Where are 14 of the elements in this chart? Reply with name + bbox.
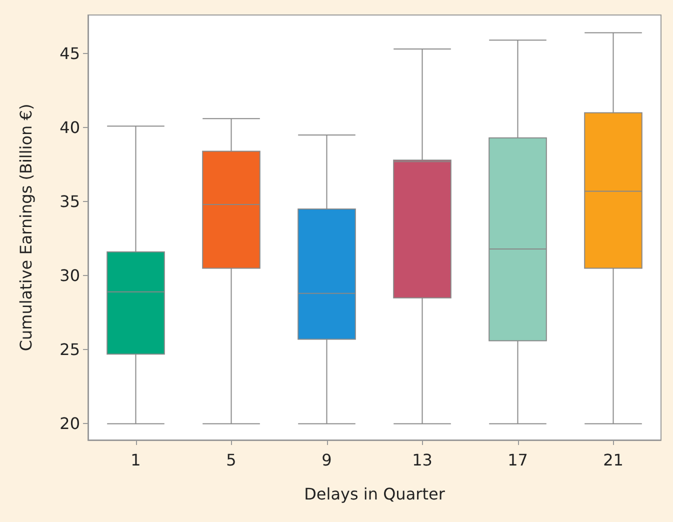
x-tick-label: 21 (603, 450, 624, 470)
y-tick-label: 30 (60, 266, 80, 286)
y-tick-label: 45 (60, 44, 80, 63)
x-tick-label: 9 (322, 450, 332, 470)
x-tick-label: 13 (412, 450, 432, 470)
y-tick-label: 35 (60, 192, 80, 212)
y-tick-label: 25 (60, 340, 80, 360)
x-axis-title: Delays in Quarter (304, 484, 446, 504)
x-tick-label: 17 (508, 450, 528, 470)
x-tick-label: 5 (226, 450, 236, 470)
y-tick-label: 40 (60, 118, 80, 138)
y-axis-title: Cumulative Earnings (Billion €) (16, 104, 36, 352)
y-tick-label: 20 (60, 414, 80, 434)
x-tick-label: 1 (130, 450, 141, 470)
